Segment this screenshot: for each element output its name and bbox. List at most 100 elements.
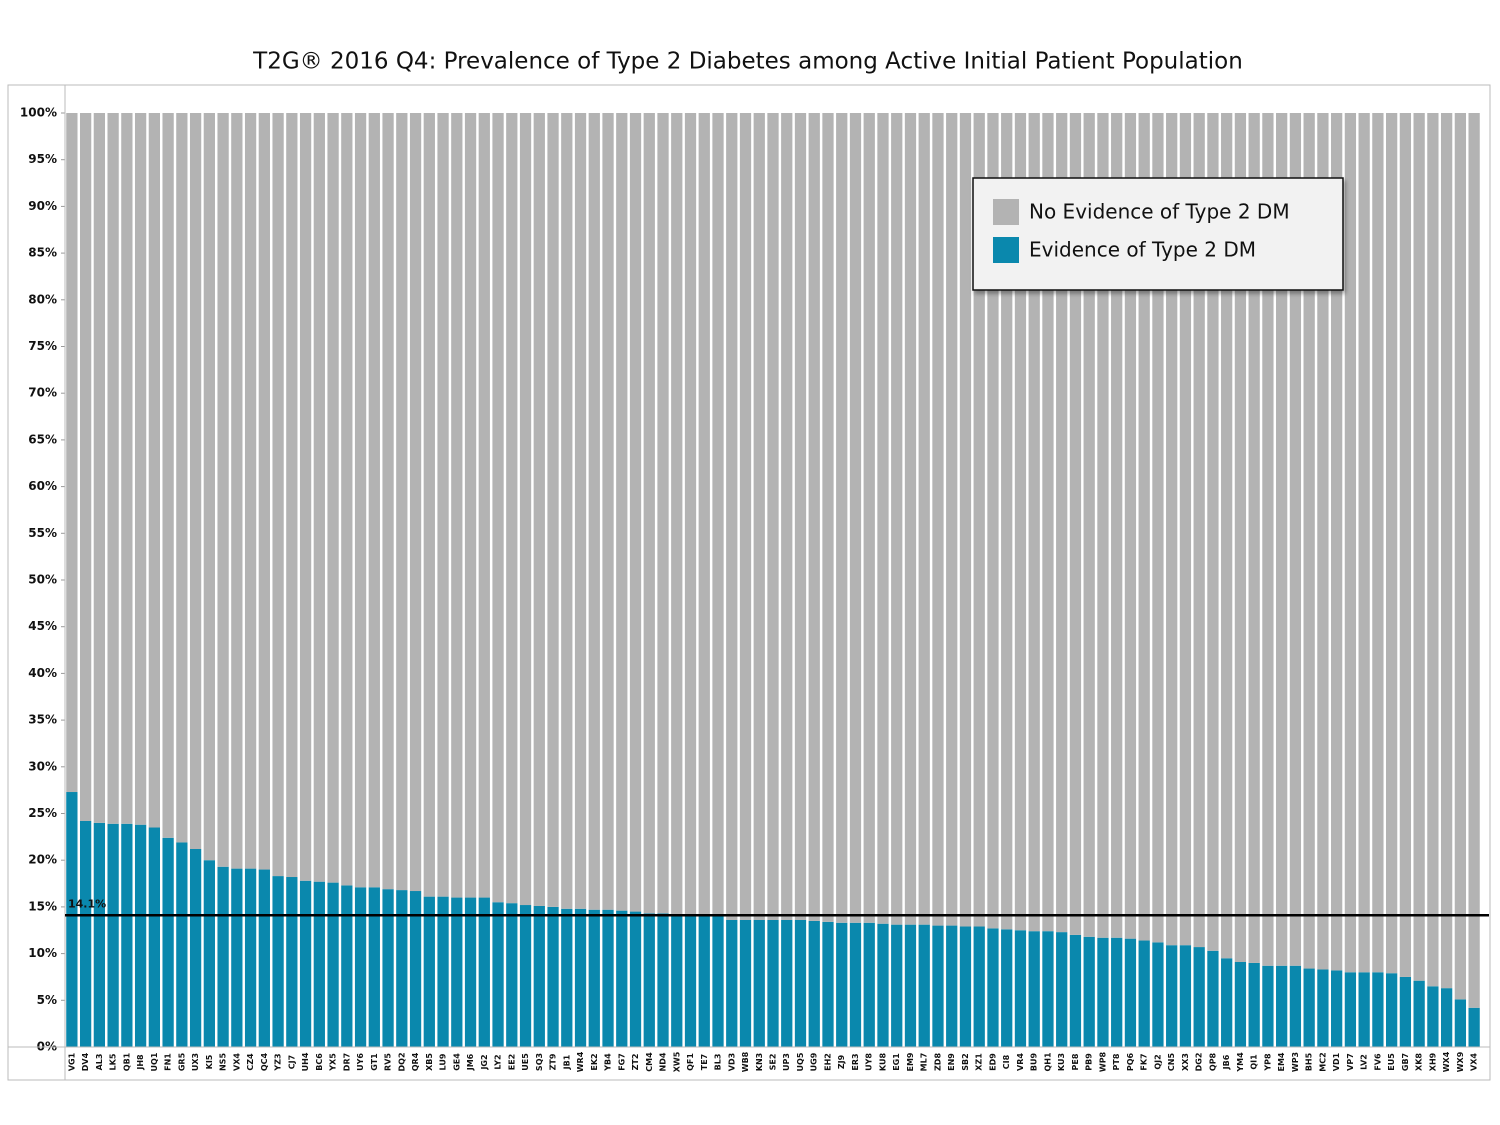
bar-segment [904,113,917,925]
bar-segment [1331,970,1343,1047]
x-tick-label: YX5 [329,1053,338,1072]
x-tick-label: GB7 [1401,1053,1410,1071]
bar-segment [1358,972,1370,1047]
bar-segment [437,896,449,1047]
x-tick-label: YM4 [1236,1052,1245,1073]
x-tick-label: SQ3 [535,1053,544,1071]
frame [7,84,1491,1081]
bar-segment [1289,113,1302,966]
x-tick-label: QF1 [686,1053,695,1071]
bar-segment [396,890,408,1047]
bar-segment [946,925,958,1047]
legend-label: No Evidence of Type 2 DM [1029,200,1290,224]
x-tick-label: CI8 [1002,1054,1011,1069]
bar-segment [863,922,875,1047]
bar-segment [423,113,435,897]
bar-segment [808,113,820,921]
bar-segment [396,113,408,891]
x-tick-label: KI5 [205,1054,214,1069]
bar-segment [1097,113,1109,938]
x-tick-label: DG2 [1195,1053,1204,1072]
x-tick-label: PE8 [1071,1053,1080,1070]
x-tick-label: LV2 [1360,1054,1369,1070]
bar-segment [836,922,848,1047]
bar-segment [451,113,463,898]
bar-segment [368,887,380,1047]
bar-segment [451,897,463,1047]
bar-segment [1014,930,1027,1047]
bar-segment [1358,113,1370,973]
bar-segment [506,113,518,904]
bar-segment [891,924,903,1047]
reference-label: 14.1% [68,897,106,910]
bar-segment [341,113,353,886]
x-tick-label: WR4 [576,1051,585,1072]
x-tick-label: UQ1 [150,1052,159,1071]
bar-segment [382,889,394,1047]
bar-segment [162,113,174,838]
bar-segment [616,910,628,1047]
x-tick-label: FN1 [164,1053,173,1071]
legend-label: Evidence of Type 2 DM [1029,238,1256,262]
x-tick-label: EN9 [947,1053,956,1071]
bar-segment [1468,1007,1480,1047]
bar-segment [904,924,917,1047]
bar-segment [1234,113,1247,963]
legend-swatch [993,237,1019,263]
bar-segment [588,909,600,1047]
bar-segment [1262,113,1274,966]
bar-segment [1303,968,1315,1047]
bar-segment [121,113,133,824]
x-tick-label: ZT2 [631,1054,640,1071]
x-tick-label: YP8 [1263,1053,1272,1072]
bar-segment [148,113,160,828]
bar-segment [849,113,862,923]
bar-segment [93,822,106,1047]
bar-segment [987,113,999,929]
bar-segment [1221,958,1233,1047]
x-tick-label: SE2 [769,1054,778,1071]
bar-segment [148,827,160,1047]
bar-segment [767,919,779,1047]
bar-segment [519,113,532,906]
y-tick-label: 50% [28,573,57,587]
bar-segment [299,113,312,881]
bar-segment [932,113,944,926]
x-tick-label: EM9 [906,1052,915,1071]
x-tick-label: LK5 [109,1053,118,1070]
bar-segment [176,842,188,1047]
bar-segment [66,113,78,793]
bar-segment [1248,962,1260,1047]
x-tick-label: QC4 [260,1052,269,1071]
bar-segment [176,113,188,843]
x-tick-label: XK8 [1415,1053,1424,1071]
x-tick-label: KU8 [878,1053,887,1072]
bar-segment [423,896,435,1047]
bar-segment [1276,113,1288,966]
bar-segment [739,113,752,920]
x-tick-label: GR5 [177,1052,186,1071]
y-tick-label: 35% [28,713,57,727]
bar-segment [822,921,834,1047]
bar-segment [1056,113,1068,933]
bar-segment [492,902,504,1047]
x-tick-label: VX4 [1470,1053,1479,1071]
x-tick-label: VD1 [1332,1052,1341,1071]
bar-segment [1399,113,1412,977]
x-tick-label: MC2 [1318,1052,1327,1071]
bar-segment [1221,113,1233,959]
bar-segment [808,920,820,1047]
x-tick-label: FV6 [1373,1053,1382,1071]
bar-segment [1166,945,1178,1047]
bar-segment [1454,113,1467,1000]
x-tick-label: EG1 [892,1053,901,1071]
bar-segment [1207,113,1219,951]
bar-segment [409,891,422,1047]
bar-segment [726,919,738,1047]
bar-segment [1069,934,1082,1047]
x-tick-label: XZ1 [975,1053,984,1071]
bar-segment [79,113,92,821]
bar-segment [698,113,710,916]
bar-segment [313,881,325,1047]
x-tick-label: JB6 [1222,1054,1231,1070]
